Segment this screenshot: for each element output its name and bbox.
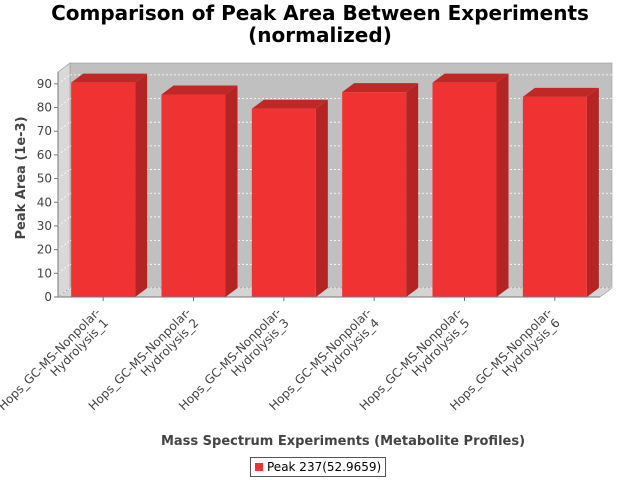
- bar: [342, 92, 407, 297]
- grid-line-diagonal: [57, 240, 71, 250]
- bar: [522, 96, 587, 297]
- bar: [71, 82, 136, 297]
- x-axis-title: Mass Spectrum Experiments (Metabolite Pr…: [161, 434, 525, 449]
- y-tick-label: 80: [37, 101, 52, 115]
- y-tick-label: 0: [44, 290, 52, 304]
- bar-side: [225, 85, 238, 297]
- y-tick-label: 10: [37, 266, 52, 280]
- y-tick-label: 20: [37, 243, 52, 257]
- y-tick-label: 50: [37, 172, 52, 186]
- grid-line-diagonal: [57, 263, 71, 274]
- bar-top: [522, 87, 599, 97]
- bar: [251, 108, 316, 297]
- bar-top: [342, 83, 419, 93]
- y-tick-label: 60: [37, 148, 52, 162]
- bar: [432, 82, 497, 297]
- y-tick-label: 40: [37, 195, 52, 209]
- plot-left-wall: [57, 62, 71, 298]
- y-tick-label: 70: [37, 124, 52, 138]
- bar-side: [586, 87, 599, 297]
- bar-side: [315, 99, 328, 297]
- bar-top: [432, 73, 509, 83]
- bar: [161, 94, 226, 297]
- bar-top: [71, 73, 148, 83]
- bar-top: [251, 99, 328, 109]
- grid-line-diagonal: [57, 216, 71, 227]
- plot-back-wall: [69, 62, 613, 289]
- chart-title: Comparison of Peak Area Between Experime…: [51, 1, 589, 25]
- y-tick-label: 30: [37, 219, 52, 233]
- bar-side: [496, 73, 509, 297]
- x-axis: Hops_GC-MS-Nonpolar-Hydrolysis_1Hops_GC-…: [0, 296, 600, 413]
- y-axis-title: Peak Area (1e-3): [14, 116, 29, 239]
- y-axis: 0 10 20 30 40 50 60 70 80 90: [37, 72, 59, 304]
- y-tick-label: 90: [37, 77, 52, 91]
- grid-lines: [57, 74, 612, 298]
- bar-side: [135, 73, 148, 297]
- legend-label: Peak 237(52.9659): [267, 460, 382, 474]
- bars: [71, 73, 599, 297]
- legend-swatch: [255, 463, 263, 471]
- grid-line-diagonal: [57, 74, 71, 85]
- grid-line-diagonal: [57, 169, 71, 179]
- bar-side: [406, 83, 419, 297]
- bar-top: [161, 85, 238, 95]
- grid-line-diagonal: [57, 145, 71, 156]
- grid-line-diagonal: [57, 121, 71, 132]
- grid-line-diagonal: [57, 287, 71, 298]
- x-tick-label-line: Hops_GC-MS-Nonpolar-: [0, 305, 103, 413]
- grid-line-diagonal: [57, 98, 71, 108]
- grid-line-diagonal: [57, 192, 71, 203]
- legend: Peak 237(52.9659): [250, 457, 387, 477]
- chart-subtitle: (normalized): [248, 23, 392, 47]
